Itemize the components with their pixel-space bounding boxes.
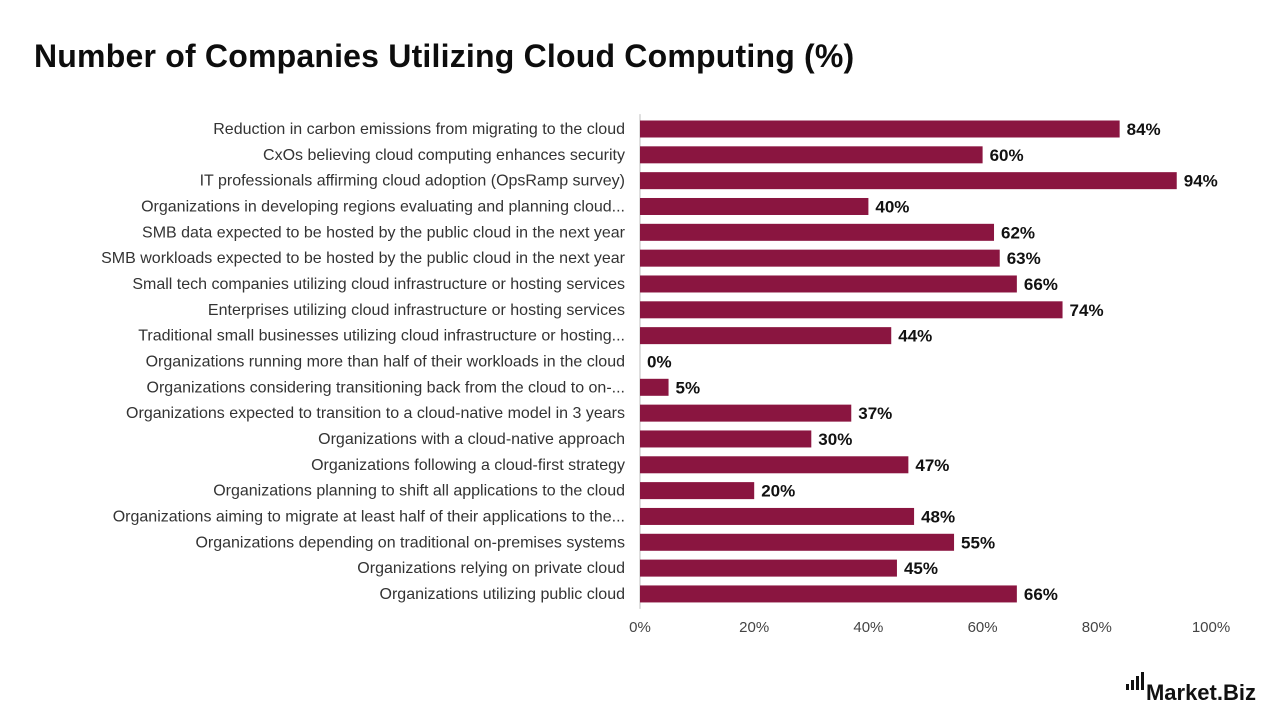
category-label: Organizations following a cloud-first st… [311, 457, 625, 474]
value-label: 63% [1007, 249, 1041, 268]
value-label: 60% [990, 146, 1024, 165]
category-label: Enterprises utilizing cloud infrastructu… [208, 302, 625, 319]
value-label: 37% [858, 404, 892, 423]
bar [640, 146, 983, 164]
category-label: IT professionals affirming cloud adoptio… [200, 173, 625, 190]
category-label: Traditional small businesses utilizing c… [138, 328, 625, 345]
bar [640, 197, 869, 215]
bar [640, 249, 1000, 267]
value-label: 94% [1184, 172, 1218, 191]
value-label: 55% [961, 533, 995, 552]
value-label: 74% [1070, 301, 1104, 320]
category-label: Reduction in carbon emissions from migra… [213, 121, 625, 138]
bar [640, 378, 669, 396]
category-label: Organizations utilizing public cloud [380, 586, 625, 603]
brand-text: Market.Biz [1145, 680, 1256, 705]
category-label: SMB workloads expected to be hosted by t… [101, 250, 626, 267]
x-tick-label: 0% [629, 619, 651, 636]
x-tick-label: 20% [739, 619, 769, 636]
value-label: 47% [915, 456, 949, 475]
bar [640, 404, 852, 422]
x-tick-label: 80% [1082, 619, 1112, 636]
chart-title: Number of Companies Utilizing Cloud Comp… [34, 38, 855, 74]
bar [640, 533, 955, 551]
bar [640, 430, 812, 448]
x-tick-label: 40% [853, 619, 883, 636]
value-label: 62% [1001, 223, 1035, 242]
category-label: Organizations in developing regions eval… [141, 198, 625, 215]
brand-logo: Market.Biz [1125, 672, 1256, 706]
value-label: 30% [818, 430, 852, 449]
category-label: Small tech companies utilizing cloud inf… [132, 276, 625, 293]
bar [640, 120, 1120, 138]
value-label: 0% [647, 352, 672, 371]
value-label: 48% [921, 507, 955, 526]
value-label: 66% [1024, 585, 1058, 604]
x-tick-label: 60% [968, 619, 998, 636]
category-label: Organizations with a cloud-native approa… [318, 431, 625, 448]
category-label: CxOs believing cloud computing enhances … [263, 147, 625, 164]
x-tick-label: 100% [1192, 619, 1230, 636]
bar [640, 585, 1017, 603]
category-label: Organizations relying on private cloud [357, 560, 625, 577]
value-label: 45% [904, 559, 938, 578]
value-label: 84% [1127, 120, 1161, 139]
bar [640, 327, 892, 345]
bar [640, 223, 995, 241]
category-label: Organizations planning to shift all appl… [213, 483, 625, 500]
bar [640, 482, 755, 500]
bar [640, 275, 1017, 293]
category-label: Organizations aiming to migrate at least… [113, 508, 625, 525]
category-label: Organizations considering transitioning … [147, 379, 625, 396]
value-label: 40% [875, 197, 909, 216]
category-label: SMB data expected to be hosted by the pu… [142, 224, 626, 241]
category-label: Organizations expected to transition to … [126, 405, 625, 422]
bar [640, 301, 1063, 319]
value-label: 44% [898, 327, 932, 346]
value-label: 20% [761, 482, 795, 501]
bar [640, 559, 897, 577]
bar [640, 456, 909, 474]
logo-bars-icon [1125, 672, 1144, 690]
bar [640, 172, 1177, 190]
category-label: Organizations running more than half of … [146, 353, 625, 370]
value-label: 5% [676, 378, 701, 397]
category-label: Organizations depending on traditional o… [195, 534, 625, 551]
value-label: 66% [1024, 275, 1058, 294]
bar [640, 507, 915, 525]
